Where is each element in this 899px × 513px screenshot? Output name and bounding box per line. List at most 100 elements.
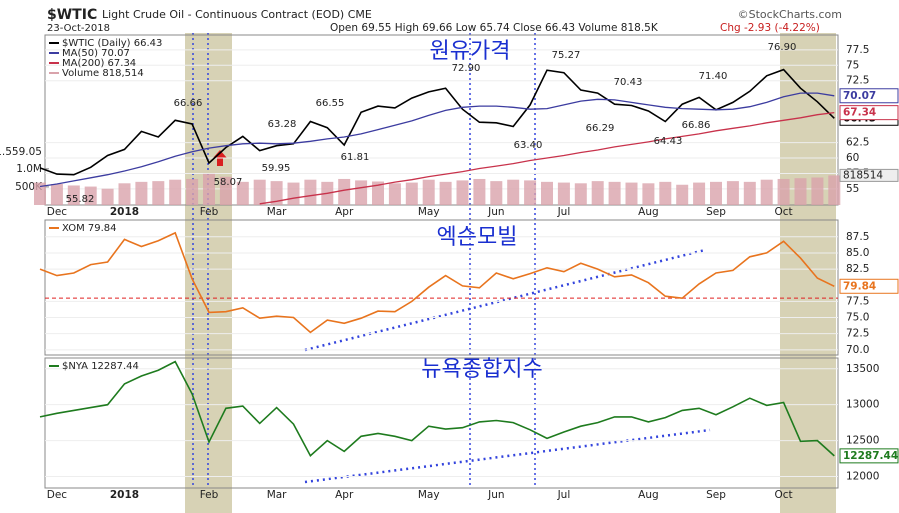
last-label: 79.84 — [843, 280, 876, 292]
volume-bar — [625, 182, 638, 205]
price-annotation: 76.90 — [768, 42, 797, 53]
volume-bar — [304, 179, 317, 205]
y-tick-label: 82.5 — [846, 263, 869, 275]
price-annotation: 63.40 — [514, 140, 543, 151]
y-tick-label: 70.0 — [846, 344, 869, 356]
volume-bar — [84, 186, 97, 205]
volume-bar — [811, 177, 824, 205]
price-annotation: 61.81 — [341, 152, 370, 163]
last-label: 818514 — [843, 169, 883, 181]
volume-bar — [253, 179, 266, 205]
x-tick-label: Oct — [775, 206, 793, 218]
volume-bar — [490, 181, 503, 205]
price-line — [39, 360, 835, 457]
price-annotation: 58.07 — [214, 177, 243, 188]
volume-bar — [676, 184, 689, 205]
trend-line — [304, 428, 711, 484]
last-label-box — [839, 88, 899, 104]
volume-bar — [236, 181, 249, 205]
x-tick-label: Mar — [267, 489, 287, 501]
price-annotation: 55.82 — [66, 194, 95, 205]
x-tick-label: Oct — [775, 489, 793, 501]
volume-bar — [473, 178, 486, 205]
y-tick-label: 72.5 — [846, 75, 869, 87]
volume-bar — [422, 179, 435, 205]
panel-title: 뉴욕종합지수 — [421, 357, 542, 382]
volume-bar — [777, 178, 790, 205]
volume-note: 1.559.05 — [0, 146, 42, 158]
last-label: 67.34 — [843, 107, 876, 119]
x-tick-label: Jul — [557, 489, 571, 501]
date: 23-Oct-2018 — [47, 23, 110, 34]
legend-entry: MA(200) 67.34 — [62, 58, 136, 69]
volume-bar — [287, 182, 300, 205]
y-tick-label: 87.5 — [846, 231, 869, 243]
volume-bar — [710, 181, 722, 205]
y-tick-label: 60 — [846, 152, 859, 164]
volume-bar — [456, 180, 469, 205]
price-line — [259, 111, 835, 205]
y-tick-label: 55 — [846, 183, 859, 195]
last-label-box — [839, 168, 899, 182]
y-tick-label: 12000 — [846, 471, 879, 483]
volume-bar — [405, 182, 418, 205]
x-tick-label: May — [418, 489, 440, 501]
y-tick-label: 75 — [846, 59, 859, 71]
y-tick-label: 12500 — [846, 435, 879, 447]
panel-title: 엑슨모빌 — [437, 225, 518, 250]
volume-bar — [355, 180, 368, 205]
volume-bar — [101, 188, 114, 205]
y-tick-label: 13000 — [846, 399, 879, 411]
legend-entry: MA(50) 70.07 — [62, 48, 130, 59]
volume-bar — [828, 175, 841, 205]
legend-entry: $WTIC (Daily) 66.43 — [62, 38, 162, 49]
volume-bar — [439, 181, 452, 205]
x-tick-label: Aug — [638, 206, 659, 218]
price-annotation: 75.27 — [552, 50, 581, 61]
volume-bar — [726, 181, 739, 205]
y2-tick-label: 1.0M — [16, 163, 42, 175]
volume-bar — [507, 179, 520, 205]
y-tick-label: 77.5 — [846, 44, 869, 56]
volume-bar — [388, 183, 401, 205]
price-annotation: 59.95 — [262, 163, 291, 174]
volume-bar — [270, 181, 283, 205]
change: Chg -2.93 (-4.22%) — [720, 22, 820, 34]
last-label: 70.07 — [843, 90, 876, 102]
volume-bar — [118, 183, 131, 205]
volume-bar — [574, 183, 587, 205]
price-annotation: 71.40 — [699, 71, 728, 82]
volume-bar — [135, 181, 148, 205]
volume-bar — [372, 181, 384, 205]
last-label-box — [839, 105, 899, 121]
volume-bar — [659, 181, 672, 205]
price-annotation: 66.29 — [586, 123, 615, 134]
volume-bar — [642, 183, 655, 205]
price-line — [39, 92, 835, 188]
trend-line — [304, 248, 706, 352]
volume-bar — [34, 182, 46, 205]
volume-bar — [338, 178, 351, 205]
x-tick-label: Jun — [487, 489, 504, 501]
volume-bar — [557, 182, 570, 205]
price-annotation: 64.43 — [654, 136, 683, 147]
y-tick-label: 77.5 — [846, 295, 869, 307]
y-tick-label: 75.0 — [846, 312, 869, 324]
last-label-box — [839, 278, 899, 294]
volume-bar — [186, 178, 199, 205]
legend-entry: XOM 79.84 — [62, 223, 117, 234]
panel-frame — [44, 219, 839, 356]
y-tick-label: 62.5 — [846, 137, 869, 149]
y-tick-label: 13500 — [846, 363, 879, 375]
volume-bar — [524, 180, 537, 205]
panel-frame — [44, 357, 839, 489]
x-tick-label: Jul — [557, 206, 571, 218]
volume-bar — [169, 179, 182, 205]
x-tick-label: Jun — [487, 206, 504, 218]
legend-entry: Volume 818,514 — [62, 68, 144, 79]
x-tick-label: Dec — [47, 489, 68, 501]
price-annotation: 70.43 — [614, 77, 643, 88]
volume-bar — [794, 178, 807, 205]
panel-title: 원유가격 — [430, 39, 511, 64]
